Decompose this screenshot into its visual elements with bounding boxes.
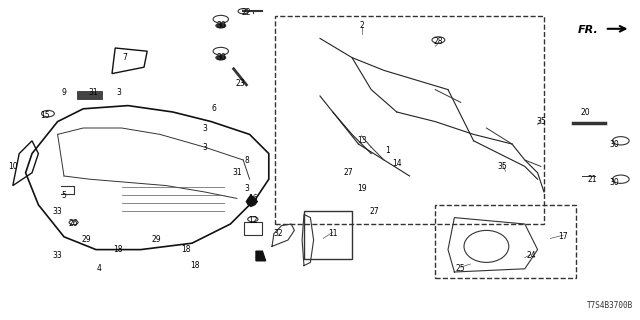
Text: 3: 3 xyxy=(244,184,249,193)
Text: 12: 12 xyxy=(248,216,257,225)
Text: 3: 3 xyxy=(116,88,121,97)
Text: 6: 6 xyxy=(212,104,217,113)
Text: 18: 18 xyxy=(191,261,200,270)
Text: 23: 23 xyxy=(235,79,245,88)
Circle shape xyxy=(216,55,226,60)
Text: 30: 30 xyxy=(609,140,620,148)
Text: 9: 9 xyxy=(61,88,67,97)
Text: 29: 29 xyxy=(152,236,162,244)
Text: 28: 28 xyxy=(434,37,443,46)
Text: 25: 25 xyxy=(456,264,466,273)
Text: 31: 31 xyxy=(232,168,242,177)
Text: 18: 18 xyxy=(181,245,190,254)
Text: 5: 5 xyxy=(61,191,67,200)
Text: 16: 16 xyxy=(248,194,258,203)
Bar xyxy=(435,205,576,278)
Bar xyxy=(275,16,544,224)
Text: 15: 15 xyxy=(40,111,50,120)
Text: 8: 8 xyxy=(244,156,249,164)
Text: 22: 22 xyxy=(242,8,251,17)
Text: 30: 30 xyxy=(216,53,226,62)
Text: 3: 3 xyxy=(202,143,207,152)
Text: 30: 30 xyxy=(216,21,226,30)
Text: 31: 31 xyxy=(88,88,98,97)
Text: 14: 14 xyxy=(392,159,402,168)
Text: FR.: FR. xyxy=(578,25,598,36)
Bar xyxy=(304,211,352,259)
Text: 21: 21 xyxy=(588,175,596,184)
Text: 26: 26 xyxy=(68,220,79,228)
Bar xyxy=(244,222,262,235)
Polygon shape xyxy=(256,251,266,261)
Text: 33: 33 xyxy=(52,252,63,260)
Text: 35: 35 xyxy=(536,117,546,126)
Bar xyxy=(77,91,102,99)
Text: 18: 18 xyxy=(114,245,123,254)
Text: 29: 29 xyxy=(81,236,92,244)
Text: 3: 3 xyxy=(202,124,207,132)
Text: 30: 30 xyxy=(609,178,620,187)
Text: 24: 24 xyxy=(526,252,536,260)
Text: T7S4B3700B: T7S4B3700B xyxy=(588,301,634,310)
Text: 20: 20 xyxy=(580,108,591,116)
Text: 13: 13 xyxy=(356,136,367,145)
Polygon shape xyxy=(246,195,257,206)
Text: 10: 10 xyxy=(8,162,18,171)
Text: 17: 17 xyxy=(558,232,568,241)
Text: 33: 33 xyxy=(52,207,63,216)
Text: 32: 32 xyxy=(273,229,284,238)
Text: 27: 27 xyxy=(369,207,380,216)
Text: 1: 1 xyxy=(385,146,390,155)
Text: 4: 4 xyxy=(97,264,102,273)
Circle shape xyxy=(216,23,226,28)
Text: 7: 7 xyxy=(122,53,127,62)
Text: 19: 19 xyxy=(356,184,367,193)
Text: 11: 11 xyxy=(328,229,337,238)
Text: 34: 34 xyxy=(254,252,264,260)
Text: 35: 35 xyxy=(497,162,508,171)
Text: 27: 27 xyxy=(344,168,354,177)
Text: 2: 2 xyxy=(359,21,364,30)
